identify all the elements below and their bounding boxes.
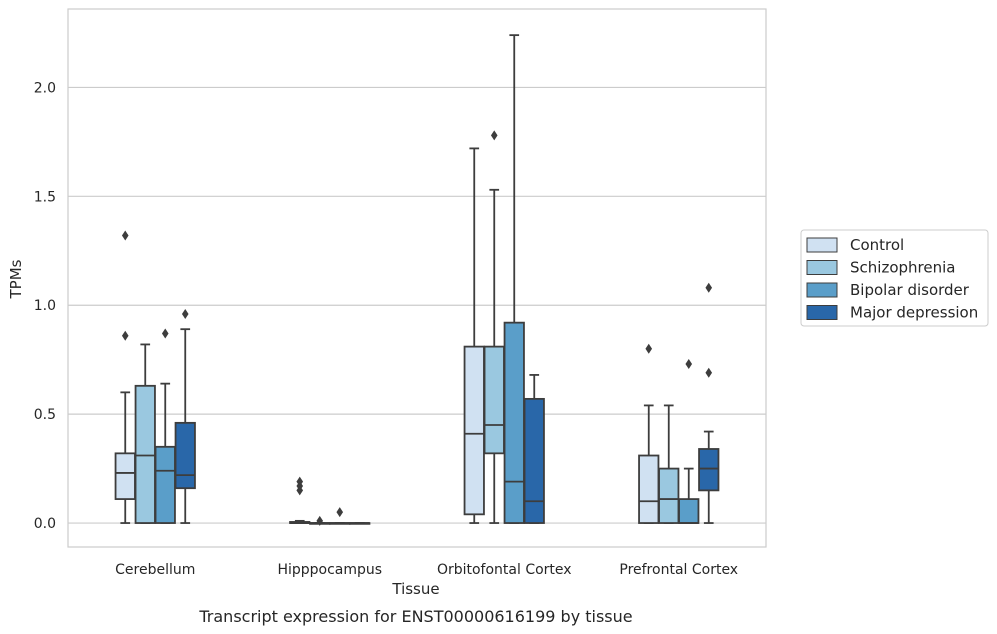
- outlier-point: [705, 367, 713, 378]
- box-4-1: [174, 308, 196, 524]
- y-tick-labels: 0.0 0.5 1.0 1.5 2.0: [34, 80, 56, 532]
- outlier-point: [296, 476, 304, 487]
- legend-swatch: [806, 282, 838, 298]
- box-3-3: [503, 34, 525, 524]
- box-4-2: [349, 522, 371, 525]
- box-3-4: [678, 359, 700, 524]
- legend-swatch: [806, 237, 838, 253]
- box-body: [174, 421, 196, 490]
- outlier-point: [316, 515, 324, 526]
- y-tick-label: 1.5: [34, 189, 56, 205]
- chart-caption: Transcript expression for ENST0000061619…: [198, 607, 632, 626]
- legend-item: Schizophrenia: [806, 259, 955, 277]
- legend-items: Control Schizophrenia Bipolar disorder Majo…: [806, 236, 978, 322]
- y-tick-label: 2.0: [34, 80, 56, 96]
- x-tick-label: Orbitofontal Cortex: [437, 562, 572, 578]
- legend-item: Major depression: [806, 304, 978, 322]
- legend-label: Major depression: [850, 304, 978, 322]
- box-body: [698, 448, 720, 492]
- box-3-2: [329, 507, 351, 525]
- outlier-point: [645, 343, 653, 354]
- plot-frame: [67, 8, 767, 548]
- box-body: [678, 498, 700, 524]
- box-3-1: [154, 328, 176, 524]
- box-body: [463, 345, 485, 516]
- legend-item: Control: [806, 236, 904, 254]
- outlier-point: [121, 330, 129, 341]
- y-axis-label: TPMs: [7, 259, 25, 299]
- y-tick-label: 0.5: [34, 407, 56, 423]
- outlier-point: [336, 507, 344, 518]
- box-4-4: [698, 282, 720, 524]
- x-tick-label: Cerebellum: [115, 562, 195, 578]
- y-tick-label: 0.0: [34, 516, 56, 532]
- box-1-3: [463, 147, 485, 524]
- legend-swatch: [806, 305, 838, 320]
- box-2-3: [483, 130, 505, 524]
- outlier-point: [685, 359, 693, 370]
- x-tick-labels: Cerebellum Hipppocampus Orbitofontal Corte…: [115, 562, 738, 578]
- box-body: [523, 397, 545, 524]
- outlier-point: [121, 230, 129, 241]
- outlier-point: [161, 328, 169, 339]
- outlier-point: [705, 282, 713, 293]
- box-body: [503, 321, 525, 524]
- box-2-4: [658, 404, 680, 524]
- box-4-3: [523, 374, 545, 524]
- box-body: [114, 452, 136, 500]
- box-body: [134, 384, 156, 524]
- box-body: [658, 467, 680, 524]
- outlier-point: [490, 130, 498, 141]
- x-axis-label: Tissue: [391, 580, 439, 598]
- legend-frame: [800, 229, 989, 327]
- box-body: [483, 345, 505, 455]
- legend-label: Bipolar disorder: [850, 281, 970, 299]
- legend: Control Schizophrenia Bipolar disorder Majo…: [800, 229, 989, 327]
- outlier-point: [181, 308, 189, 319]
- legend-label: Schizophrenia: [850, 259, 955, 277]
- legend-swatch: [806, 260, 838, 275]
- box-body: [638, 454, 660, 524]
- box-1-2: [289, 476, 311, 524]
- box-2-2: [309, 515, 331, 526]
- y-tick-label: 1.0: [34, 298, 56, 314]
- legend-item: Bipolar disorder: [806, 281, 970, 299]
- box-2-1: [134, 343, 156, 524]
- legend-label: Control: [850, 236, 904, 254]
- box-1-1: [114, 230, 136, 524]
- box-plots: [114, 34, 720, 526]
- box-body: [154, 445, 176, 524]
- box-1-4: [638, 343, 660, 524]
- x-tick-label: Hipppocampus: [277, 562, 382, 578]
- x-tick-label: Prefrontal Cortex: [619, 562, 738, 578]
